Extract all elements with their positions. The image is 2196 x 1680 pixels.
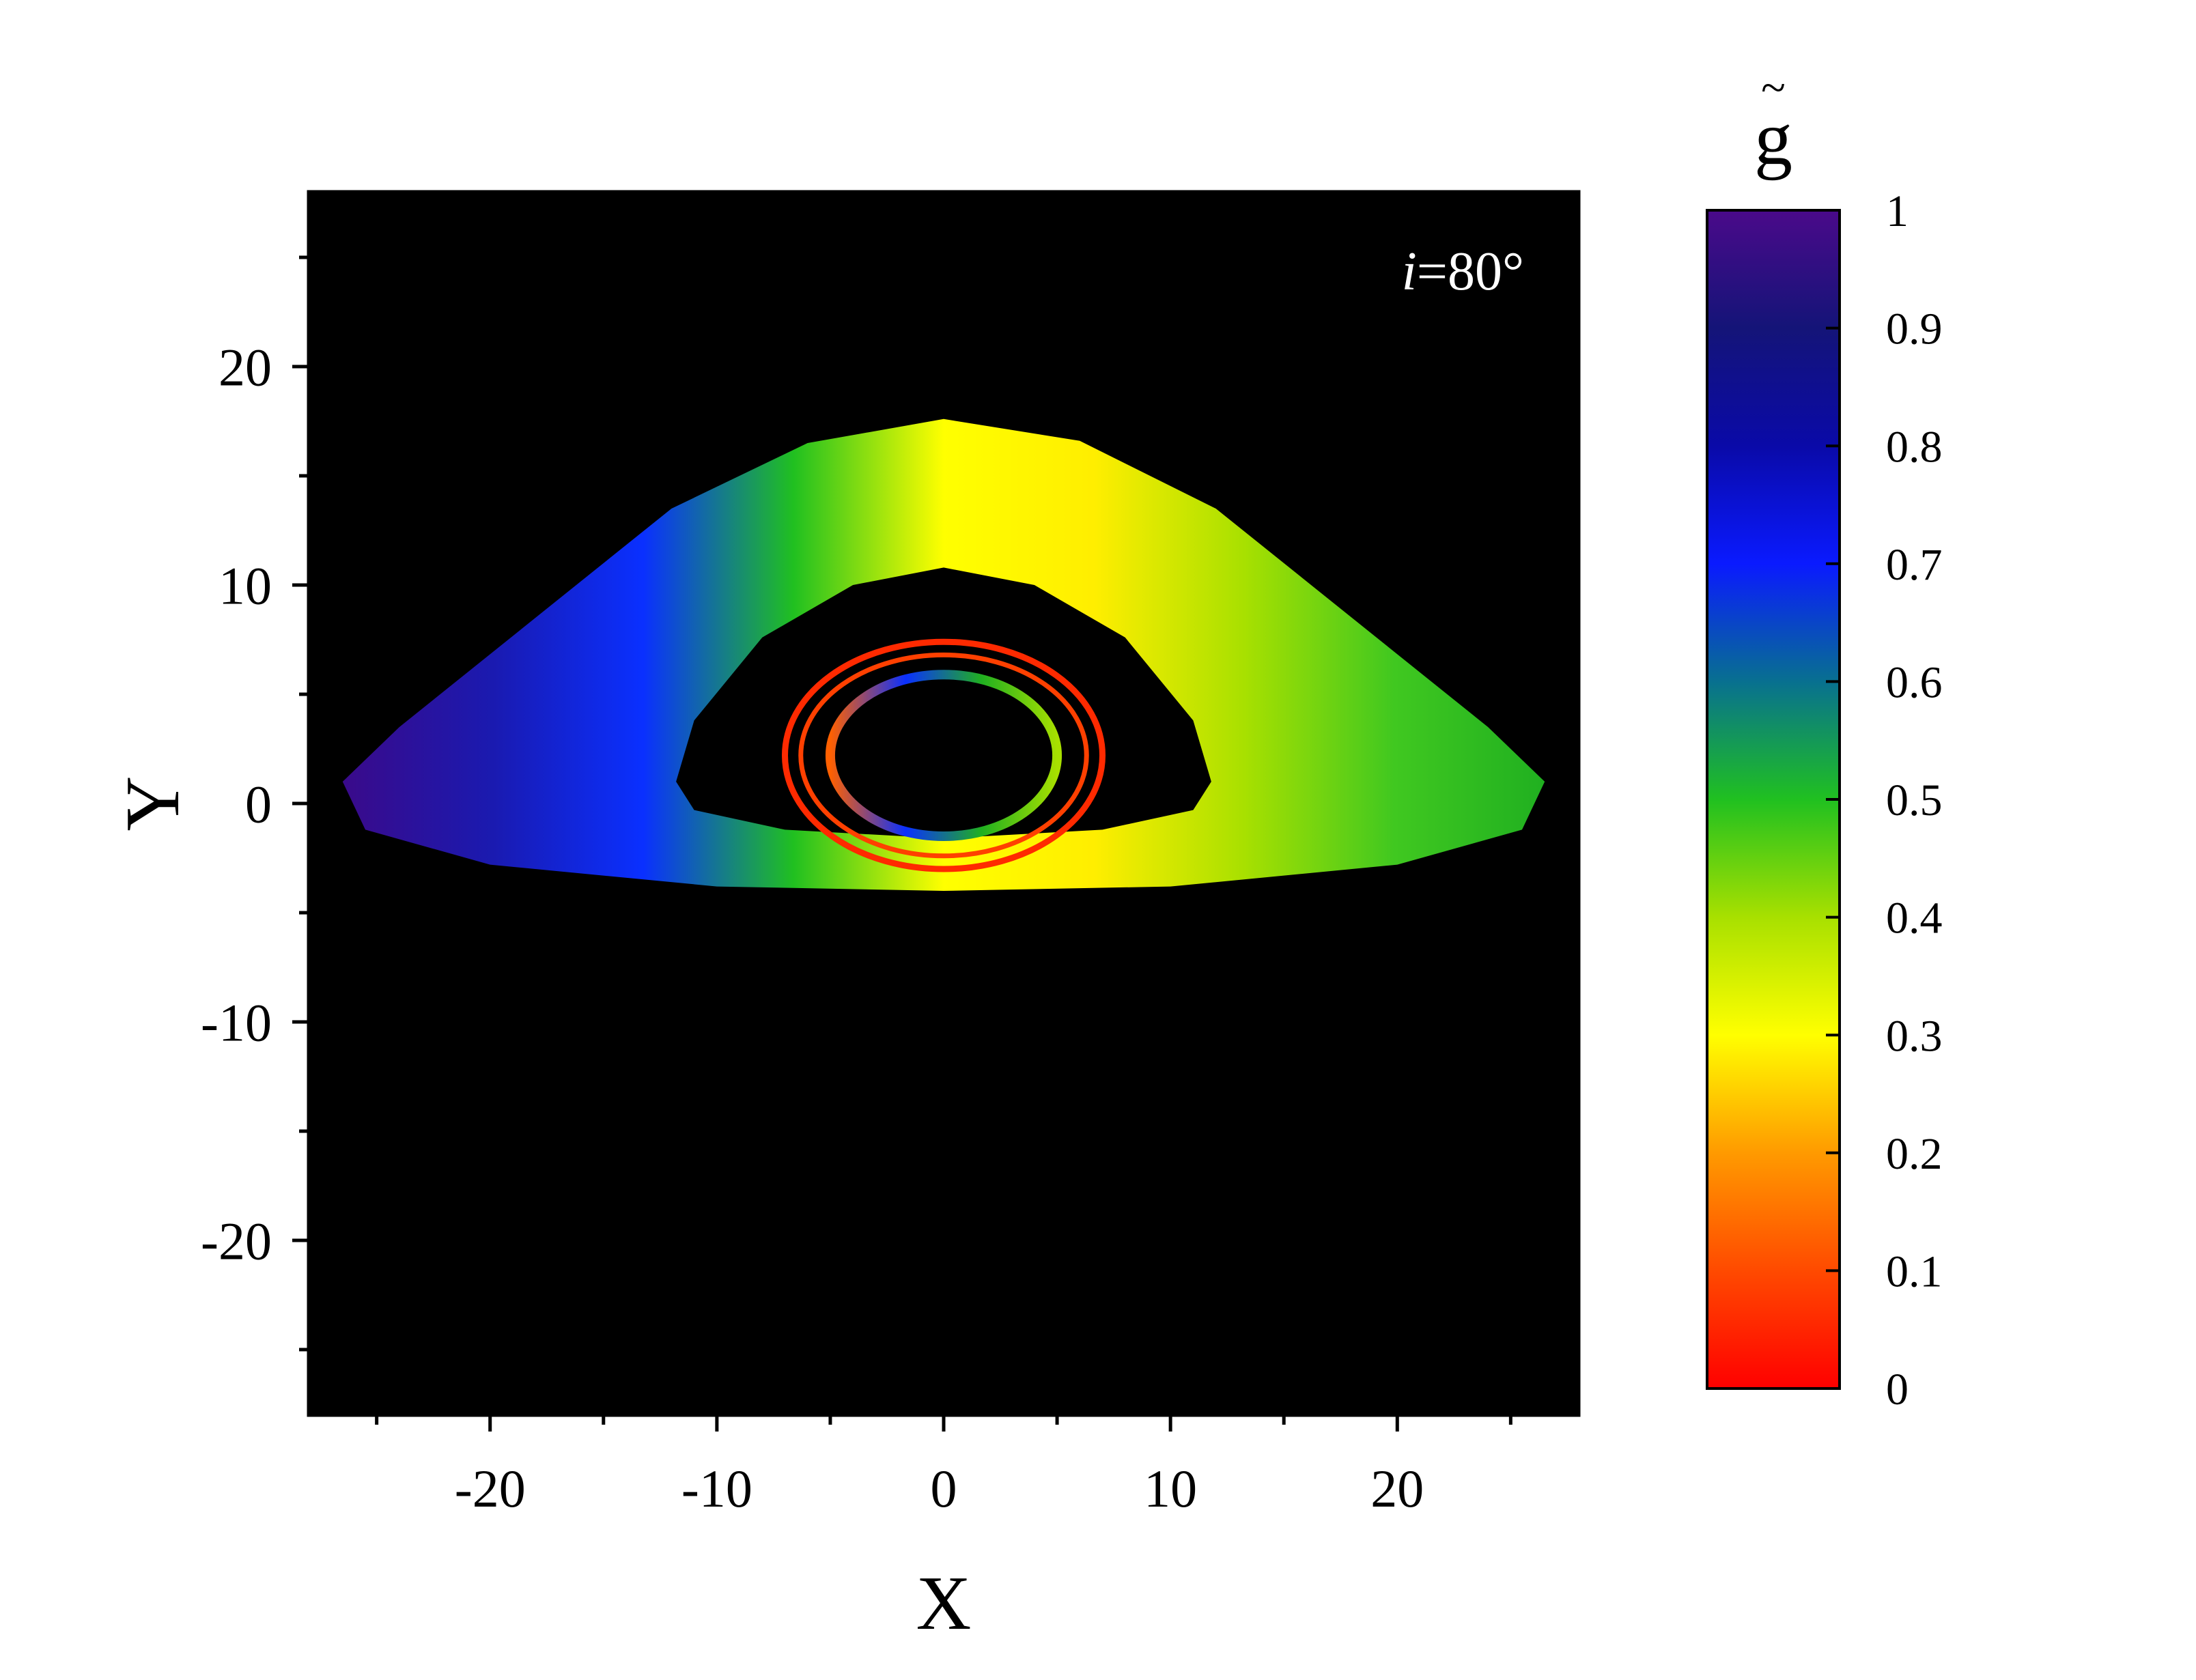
colorbar-tick-label: 0.3 xyxy=(1886,1011,1943,1061)
colorbar-tick-label: 0.7 xyxy=(1886,540,1943,590)
y-tick-label: 20 xyxy=(219,337,272,397)
colorbar-tick-label: 0.1 xyxy=(1886,1247,1943,1297)
higher-order-image xyxy=(825,670,1062,841)
x-tick-label: -20 xyxy=(455,1459,526,1518)
colorbar-title: g xyxy=(1754,96,1792,181)
colorbar-tick-label: 0.8 xyxy=(1886,422,1943,472)
colorbar-tick-label: 0 xyxy=(1886,1365,1909,1414)
y-tick-label: 0 xyxy=(245,774,272,834)
y-axis-tick-labels: 20 10 0 -10 -20 xyxy=(201,337,272,1270)
inclination-annotation: i=80° xyxy=(1402,242,1524,302)
colorbar-tick-label: 0.2 xyxy=(1886,1129,1943,1179)
x-tick-label: 10 xyxy=(1144,1459,1197,1518)
x-axis-tick-labels: -20 -10 0 10 20 xyxy=(455,1459,1424,1518)
secondary-ring-outer xyxy=(782,638,1106,872)
colorbar-tick-labels: 0 0.1 0.2 0.3 0.4 0.5 0.6 0.7 0.8 0.9 1 xyxy=(1886,186,1943,1414)
x-axis-title: X xyxy=(916,1561,972,1646)
colorbar-tick-label: 1 xyxy=(1886,186,1909,236)
primary-disk-image xyxy=(342,418,1545,891)
y-axis-ticks xyxy=(292,255,309,1352)
colorbar-ticks xyxy=(1826,209,1840,1390)
x-axis-ticks xyxy=(375,1415,1512,1432)
y-axis-title: Y xyxy=(111,776,195,831)
x-tick-label: -10 xyxy=(681,1459,752,1518)
colorbar-tick-label: 0.6 xyxy=(1886,658,1943,708)
colorbar-tick-label: 0.4 xyxy=(1886,894,1943,943)
y-tick-label: -20 xyxy=(201,1211,272,1270)
x-tick-label: 0 xyxy=(931,1459,957,1518)
image-regions xyxy=(342,418,1545,891)
y-tick-label: 10 xyxy=(219,556,272,615)
y-tick-label: -10 xyxy=(201,993,272,1052)
colorbar-title-accent: ~ xyxy=(1761,63,1786,113)
colorbar-tick-label: 0.9 xyxy=(1886,304,1943,354)
colorbar-tick-label: 0.5 xyxy=(1886,775,1943,825)
colorbar xyxy=(1706,209,1841,1390)
secondary-ring-inner xyxy=(798,652,1089,859)
x-tick-label: 20 xyxy=(1370,1459,1424,1518)
